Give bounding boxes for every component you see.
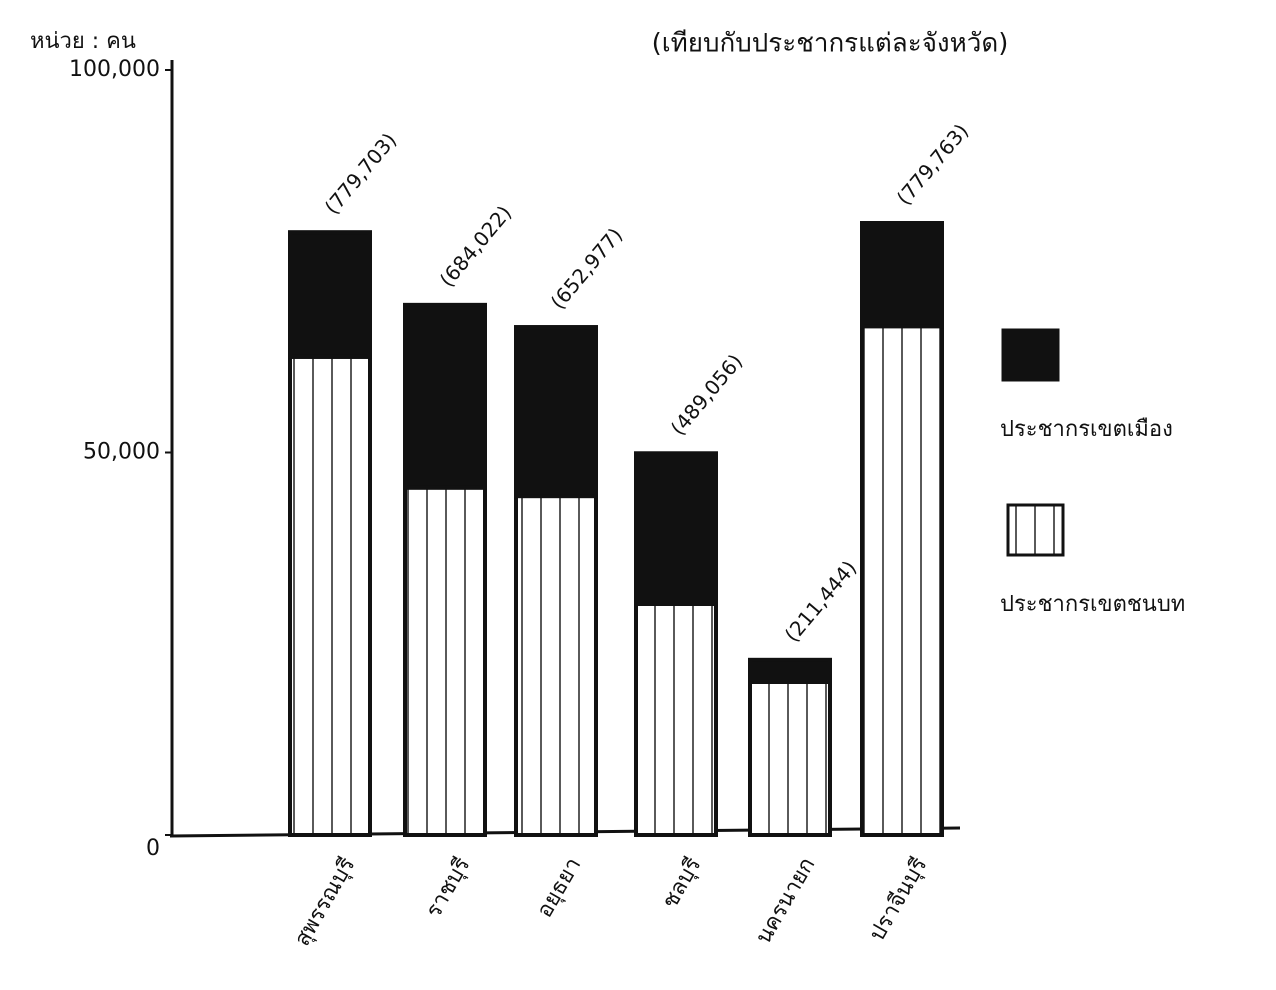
rural-segment [288, 354, 372, 837]
legend-swatch [1001, 328, 1060, 382]
x-tick-label: สุพรรณบุรี [290, 853, 361, 950]
urban-segment [634, 451, 718, 606]
legend-label: ประชากรเขตเมือง [1000, 417, 1173, 442]
urban-segment [748, 657, 832, 685]
y-axis-label: หน่วย : คน [30, 29, 136, 54]
bar-annotation: (779,763) [892, 119, 974, 210]
y-tick-label: 50,000 [83, 440, 160, 465]
chart-title: (เทียบกับประชากรแต่ละจังหวัด) [652, 29, 1009, 59]
rural-segment [403, 485, 487, 837]
rural-segment [748, 680, 832, 837]
legend-label: ประชากรเขตชนบท [1000, 592, 1185, 617]
rural-segment [514, 494, 598, 837]
bar-annotation: (211,444) [780, 556, 862, 647]
bar-annotation: (779,703) [320, 128, 402, 219]
x-tick-label: อยุธยา [532, 854, 586, 923]
urban-segment [514, 325, 598, 499]
x-tick-label: ปราจีนบุรี [865, 853, 933, 945]
y-tick-label: 0 [146, 836, 160, 861]
legend-swatch [1006, 503, 1065, 557]
bar-annotation: (489,056) [666, 349, 748, 440]
x-tick-label: นครนายก [751, 854, 820, 949]
bar-annotation: (684,022) [435, 201, 517, 292]
rural-segment [860, 324, 944, 837]
y-tick-label: 100,000 [69, 57, 160, 82]
urban-segment [403, 302, 487, 490]
urban-segment [288, 230, 372, 359]
rural-segment [634, 601, 718, 837]
x-tick-label: ชลบุรี [658, 853, 707, 913]
x-tick-label: ราชบุรี [421, 853, 475, 922]
urban-segment [860, 221, 944, 329]
bar-annotation: (652,977) [546, 223, 628, 314]
